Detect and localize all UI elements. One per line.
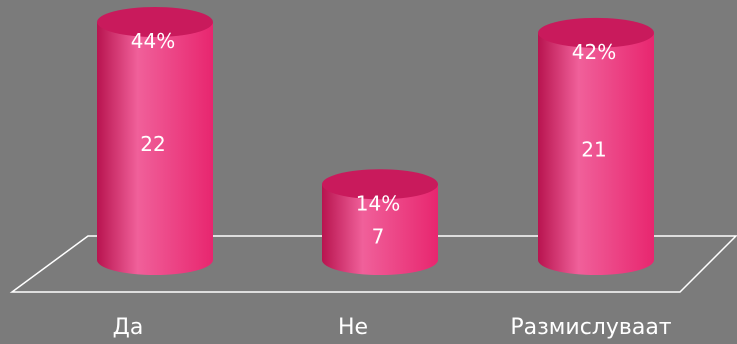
value-label: 21 (581, 137, 606, 161)
bar-body (322, 184, 438, 275)
bar-top (538, 17, 654, 48)
category-labels-group: Да Не Размислуваат (113, 315, 672, 340)
category-label: Размислуваат (510, 315, 671, 340)
bar-3: 42% 21 (538, 17, 654, 276)
category-label: Не (338, 315, 368, 340)
bar-2: 14%7 (322, 169, 438, 275)
bar-body (97, 22, 213, 275)
value-label: 7 (372, 224, 385, 248)
value-label: 22 (140, 132, 165, 156)
bar-top (97, 7, 213, 37)
bar-1: 44% 22 (97, 7, 213, 275)
percent-label: 14% (356, 191, 400, 215)
bar-body (538, 32, 654, 276)
percent-label: 44% (131, 29, 175, 53)
chart-floor (9, 235, 737, 293)
bar-top (322, 169, 438, 200)
category-label: Да (113, 315, 144, 340)
percent-label: 42% (572, 40, 616, 64)
